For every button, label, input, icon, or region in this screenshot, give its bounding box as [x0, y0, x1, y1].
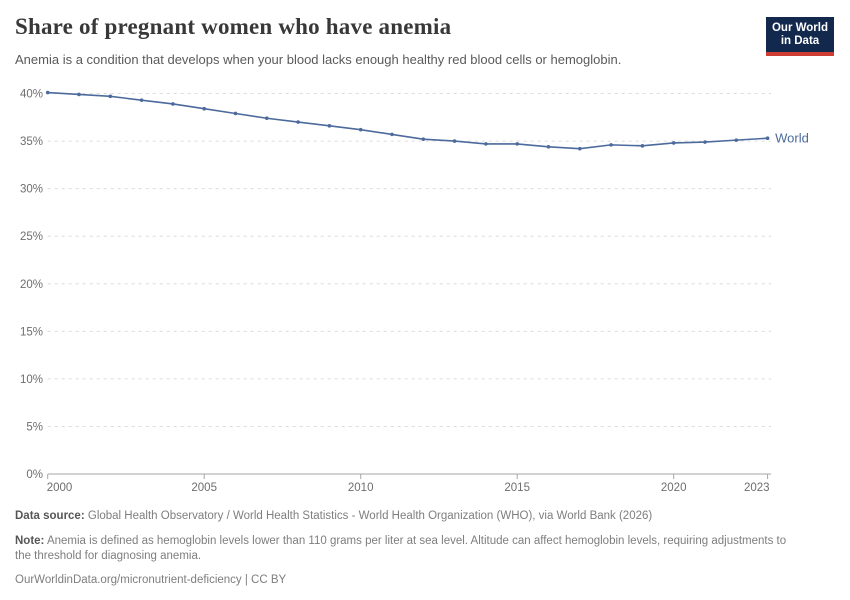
- svg-text:5%: 5%: [26, 421, 43, 433]
- note-text: Anemia is defined as hemoglobin levels l…: [15, 535, 787, 562]
- svg-text:2000: 2000: [47, 482, 73, 494]
- note-line: Note: Anemia is defined as hemoglobin le…: [15, 534, 805, 564]
- svg-text:2020: 2020: [661, 482, 687, 494]
- series-line-world[interactable]: [47, 91, 768, 150]
- svg-text:2010: 2010: [348, 482, 374, 494]
- data-source-line: Data source: Global Health Observatory /…: [15, 509, 805, 524]
- anemia-line-chart: 0% 5% 10% 15% 20% 25% 30% 35% 40% 2000 2005 2010 201…: [20, 89, 809, 495]
- data-source-label: Data source:: [15, 510, 85, 522]
- series-points-world[interactable]: [45, 90, 770, 151]
- svg-text:10%: 10%: [20, 374, 43, 386]
- svg-text:35%: 35%: [20, 136, 43, 148]
- page-title: Share of pregnant women who have anemia: [15, 14, 452, 39]
- y-axis-labels: 0% 5% 10% 15% 20% 25% 30% 35% 40%: [20, 89, 43, 482]
- svg-text:20%: 20%: [20, 279, 43, 291]
- svg-text:2023: 2023: [744, 482, 770, 494]
- svg-text:40%: 40%: [20, 89, 43, 101]
- svg-text:30%: 30%: [20, 184, 43, 196]
- svg-text:15%: 15%: [20, 326, 43, 338]
- series-end-label[interactable]: World: [775, 131, 809, 146]
- svg-text:2015: 2015: [504, 482, 530, 494]
- note-label: Note:: [15, 535, 45, 547]
- x-axis-ticks: [47, 474, 769, 480]
- chart-subtitle: Anemia is a condition that develops when…: [15, 52, 622, 67]
- owid-logo[interactable]: Our World in Data: [766, 17, 834, 56]
- data-source-text: Global Health Observatory / World Health…: [87, 510, 653, 522]
- owid-logo-line2: in Data: [780, 35, 820, 47]
- x-axis-labels: 2000 2005 2010 2015 2020 2023: [47, 482, 770, 494]
- svg-text:25%: 25%: [20, 231, 43, 243]
- svg-text:0%: 0%: [26, 469, 43, 481]
- owid-logo-line1: Our World: [771, 22, 828, 34]
- citation-link[interactable]: OurWorldinData.org/micronutrient-deficie…: [15, 574, 287, 586]
- y-gridlines: [47, 93, 771, 475]
- svg-text:World: World: [775, 131, 809, 146]
- chart-footer: Data source: Global Health Observatory /…: [15, 509, 805, 588]
- svg-text:2005: 2005: [191, 482, 217, 494]
